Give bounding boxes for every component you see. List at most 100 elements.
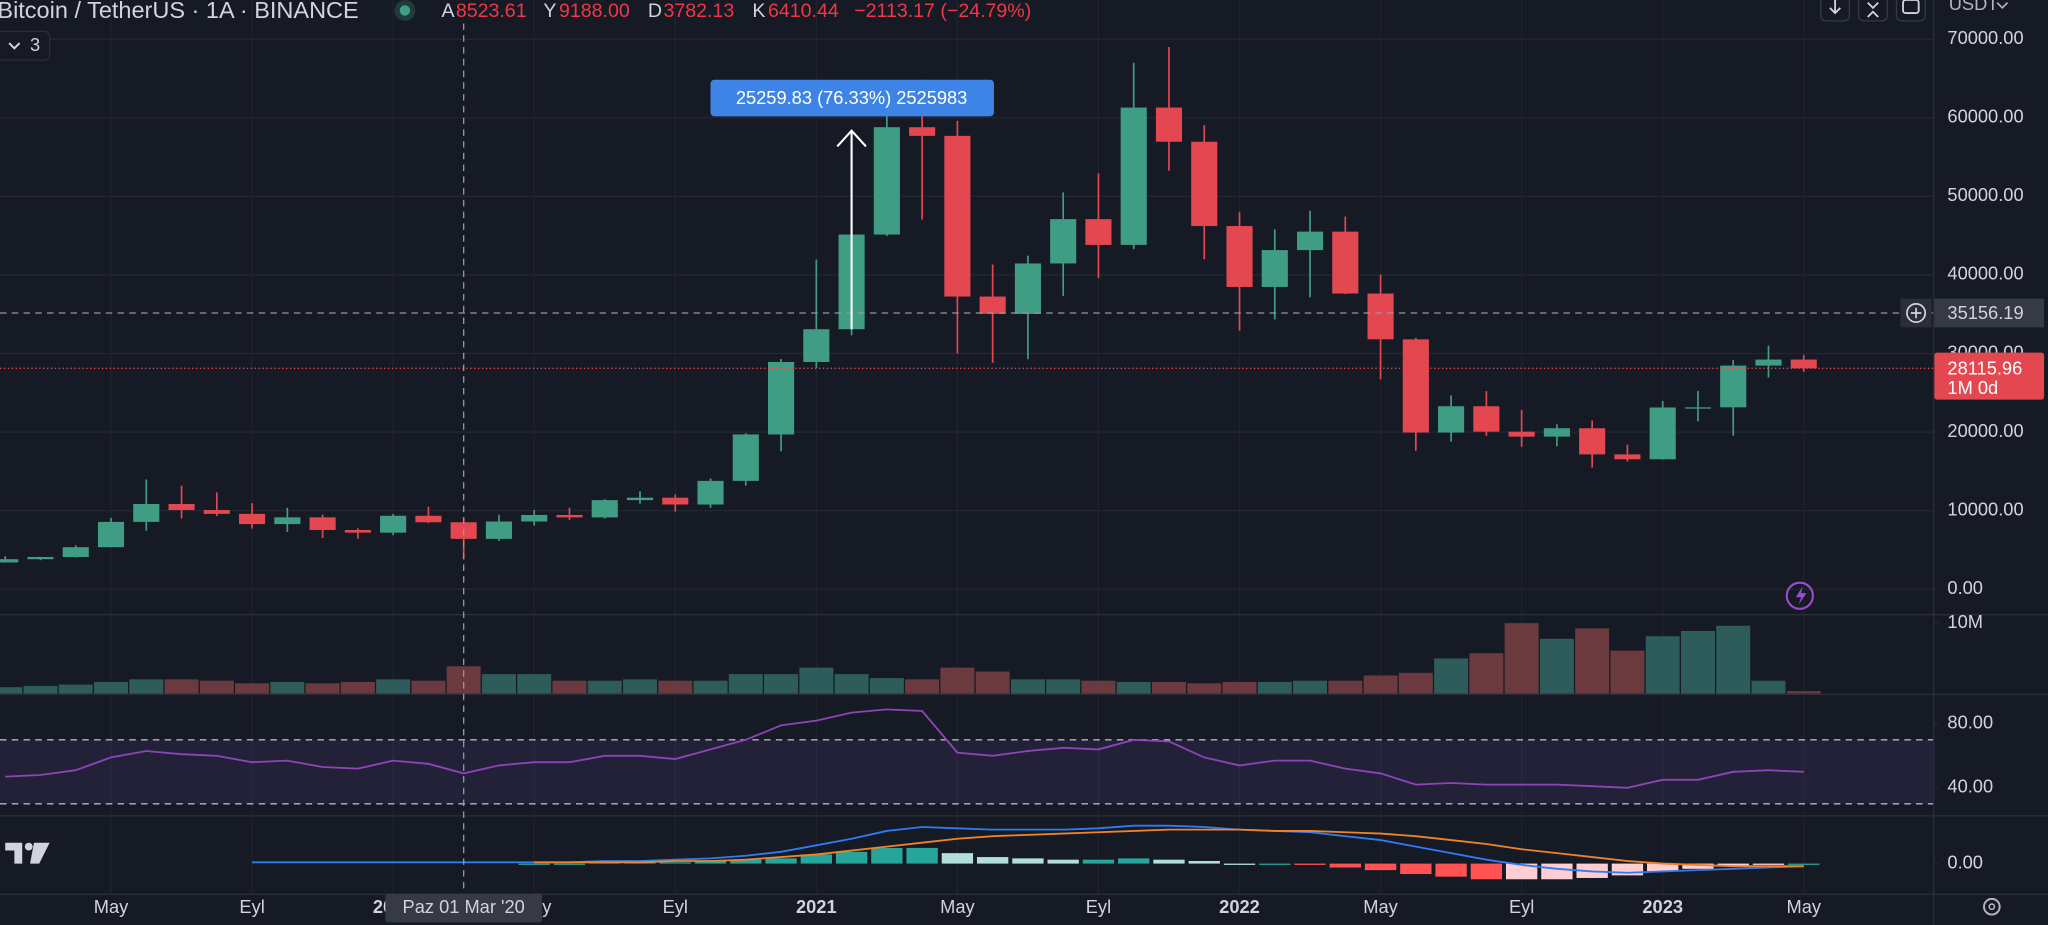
indicators-count: 3: [30, 34, 40, 55]
gear-icon: [1988, 903, 1996, 911]
candle-body: [873, 127, 900, 235]
volume-bar: [1680, 630, 1715, 694]
candle-body: [1296, 231, 1324, 251]
volume-bar: [834, 674, 869, 694]
volume-bar: [552, 680, 587, 694]
volume-bar: [1187, 683, 1222, 694]
volume-bar: [58, 684, 93, 694]
macd-histogram-bar: [800, 854, 832, 864]
y-tick-label: 40000.00: [1947, 263, 2023, 284]
indicator-line: [534, 828, 1804, 868]
currency-label[interactable]: USDT: [1949, 0, 1999, 14]
volume-bar: [1434, 658, 1469, 694]
macd-histogram-bar: [1611, 863, 1644, 876]
last-price-timer: 1M 0d: [1947, 377, 1998, 398]
candle-body: [1614, 454, 1641, 460]
ohlc-label: Y: [543, 0, 556, 22]
macd-histogram-bar: [835, 851, 868, 864]
macd-histogram-bar: [1223, 863, 1256, 865]
candle-body: [1367, 293, 1394, 340]
candle-body: [1155, 107, 1183, 142]
volume-bar: [0, 687, 23, 694]
macd-histogram-bar: [1505, 863, 1538, 880]
candle-body: [556, 514, 583, 518]
volume-bar: [869, 678, 904, 694]
candle-body: [521, 514, 548, 522]
candle-body: [274, 517, 301, 525]
macd-histogram-bar: [1435, 863, 1467, 877]
candle-body: [1720, 365, 1747, 408]
volume-bar: [1469, 653, 1504, 694]
macd-histogram-bar: [553, 863, 586, 865]
crosshair-time-label: Paz 01 Mar '20: [403, 896, 525, 917]
y-tick-label: 0.00: [1947, 851, 1983, 872]
volume-bar: [940, 667, 975, 694]
x-tick-label: Eyl: [1509, 896, 1534, 917]
volume-bar: [623, 679, 657, 694]
candle-body: [133, 503, 160, 522]
volume-bar: [481, 674, 516, 694]
ohlc-value: 8523.61: [456, 0, 527, 22]
ohlc-label: D: [648, 0, 662, 22]
y-tick-label: 70000.00: [1947, 27, 2023, 48]
macd-histogram-bar: [871, 847, 903, 864]
macd-histogram-bar: [1082, 859, 1115, 864]
macd-histogram-bar: [976, 857, 1009, 864]
candle-body: [803, 329, 830, 362]
settings-button[interactable]: [1983, 897, 2001, 916]
candle-body: [591, 500, 618, 518]
x-tick-label: 2021: [796, 896, 837, 917]
candle-body: [1543, 428, 1570, 437]
y-tick-label: 10M: [1947, 611, 1983, 632]
candle-body: [1050, 219, 1077, 264]
volume-bar: [270, 681, 305, 694]
candle-body: [1508, 431, 1535, 437]
candle-body: [344, 529, 371, 533]
scroll-down-button[interactable]: [1820, 0, 1851, 22]
collapse-button[interactable]: [1857, 0, 1888, 22]
ohlc-value: 9188.00: [559, 0, 630, 22]
volume-bar: [799, 667, 834, 694]
volume-bar: [376, 679, 411, 694]
x-tick-label: 2022: [1219, 896, 1260, 917]
quick-actions[interactable]: [1785, 581, 1814, 610]
candle-body: [1473, 406, 1500, 432]
volume-bar: [235, 683, 270, 694]
measure-label: 25259.83 (76.33%) 2525983: [736, 87, 968, 108]
chevron-icon: [1996, 2, 2009, 10]
volume-bar: [1328, 680, 1363, 694]
y-tick-label: 0.00: [1947, 577, 1983, 598]
macd-histogram-bar: [1470, 863, 1503, 880]
indicator-line: [5, 708, 1804, 789]
ohlc-value: 3782.13: [664, 0, 735, 22]
volume-bar: [1116, 681, 1151, 694]
tradingview-logo[interactable]: [5, 842, 50, 864]
x-tick-label: Eyl: [1086, 896, 1111, 917]
volume-bar: [1610, 650, 1645, 694]
macd-histogram-bar: [941, 853, 974, 864]
macd-histogram-bar: [906, 847, 938, 864]
fullscreen-button[interactable]: [1895, 0, 1926, 22]
fullscreen-icon: [1902, 0, 1920, 14]
candle-body: [1191, 141, 1218, 227]
macd-histogram-bar: [1400, 863, 1432, 875]
y-tick-label: 10000.00: [1947, 498, 2023, 519]
macd-histogram-bar: [1012, 858, 1044, 864]
ohlc-change: −2113.17 (−24.79%): [854, 0, 1031, 22]
macd-histogram-bar: [1752, 863, 1785, 865]
candle-body: [380, 515, 407, 533]
macd-histogram-bar: [1329, 863, 1361, 868]
macd-histogram-bar: [765, 858, 797, 864]
measure-label-box: [710, 79, 994, 117]
grid-layer: [0, 38, 1939, 865]
arrow-icon: [1829, 0, 1841, 15]
indicators-toggle[interactable]: 3: [0, 30, 51, 61]
volume-bar: [1716, 625, 1751, 694]
y-tick-label: 40.00: [1947, 776, 1993, 797]
last-price-label: 28115.96: [1947, 357, 2022, 378]
ohlc-value: 6410.44: [768, 0, 839, 22]
button-frame: [1857, 0, 1888, 22]
x-tick-label: 2023: [1642, 896, 1683, 917]
y-tick-label: 80.00: [1947, 712, 1993, 733]
volume-bar: [587, 680, 622, 694]
